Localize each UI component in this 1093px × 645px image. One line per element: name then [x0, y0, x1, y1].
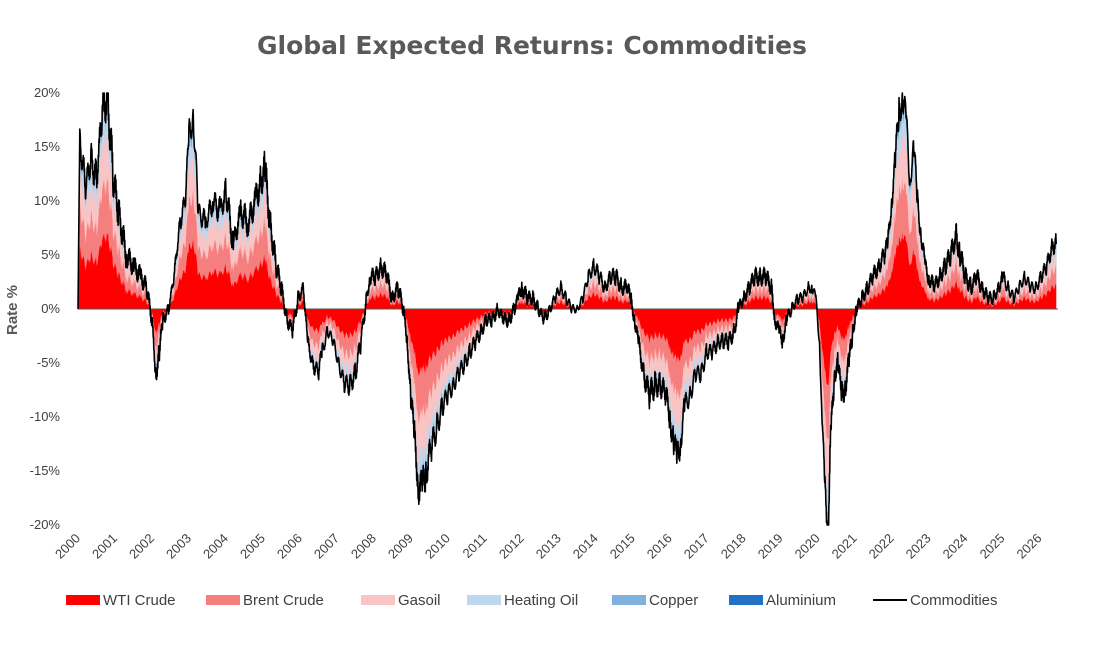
x-tick-label: 2020 — [792, 531, 823, 562]
x-tick-label: 2008 — [348, 531, 379, 562]
x-tick-label: 2011 — [460, 531, 490, 561]
legend-label-wti-crude: WTI Crude — [103, 592, 176, 609]
legend-swatch-heating-oil — [467, 595, 501, 605]
x-tick-label: 2024 — [940, 531, 971, 562]
x-tick-label: 2003 — [163, 531, 194, 562]
y-tick-label: 20% — [34, 85, 60, 100]
y-tick-label: 0% — [41, 301, 60, 316]
legend-swatch-wti-crude — [66, 595, 100, 605]
y-tick-labels: 20% 15% 10% 5% 0% -5% -10% -15% -20% — [30, 85, 61, 532]
x-tick-label: 2013 — [533, 531, 564, 562]
legend-swatch-gasoil — [361, 595, 395, 605]
legend-swatch-brent-crude — [206, 595, 240, 605]
x-tick-label: 2002 — [126, 531, 157, 562]
x-tick-label: 2017 — [681, 531, 712, 562]
legend-swatch-aluminium — [729, 595, 763, 605]
x-tick-label: 2025 — [977, 531, 1008, 562]
legend-swatch-copper — [612, 595, 646, 605]
y-axis-label: Rate % — [4, 285, 21, 335]
y-tick-label: -5% — [37, 355, 61, 370]
x-tick-label: 2010 — [422, 531, 453, 562]
x-tick-label: 2023 — [903, 531, 934, 562]
legend-label-gasoil: Gasoil — [398, 592, 441, 609]
y-tick-label: -15% — [30, 463, 61, 478]
x-tick-label: 2026 — [1014, 531, 1045, 562]
legend: WTI Crude Brent Crude Gasoil Heating Oil Cop… — [66, 592, 998, 609]
y-tick-label: -10% — [30, 409, 61, 424]
x-tick-label: 2000 — [52, 531, 83, 562]
y-tick-label: 15% — [34, 139, 60, 154]
x-tick-label: 2012 — [496, 531, 527, 562]
y-tick-label: 5% — [41, 247, 60, 262]
legend-label-copper: Copper — [649, 592, 698, 609]
y-tick-label: -20% — [30, 517, 61, 532]
x-tick-label: 2018 — [718, 531, 749, 562]
legend-label-aluminium: Aluminium — [766, 592, 836, 609]
y-tick-label: 10% — [34, 193, 60, 208]
commodities-line — [77, 92, 1057, 526]
x-tick-label: 2015 — [607, 531, 638, 562]
x-tick-label: 2005 — [237, 531, 268, 562]
x-tick-label: 2009 — [385, 531, 416, 562]
x-tick-labels: 2000 2001 2002 2003 2004 2005 2006 2007 2008 2009… — [52, 531, 1045, 562]
chart-title: Global Expected Returns: Commodities — [257, 31, 807, 60]
x-tick-label: 2006 — [274, 531, 305, 562]
x-tick-label: 2004 — [200, 531, 231, 562]
legend-label-commodities: Commodities — [910, 592, 998, 609]
x-tick-label: 2021 — [829, 531, 860, 562]
x-tick-label: 2019 — [755, 531, 786, 562]
legend-label-heating-oil: Heating Oil — [504, 592, 578, 609]
x-tick-label: 2022 — [866, 531, 897, 562]
x-tick-label: 2007 — [311, 531, 342, 562]
legend-label-brent-crude: Brent Crude — [243, 592, 324, 609]
x-tick-label: 2001 — [89, 531, 120, 562]
x-tick-label: 2016 — [644, 531, 675, 562]
commodities-line-layer — [77, 92, 1057, 526]
x-tick-label: 2014 — [570, 531, 601, 562]
